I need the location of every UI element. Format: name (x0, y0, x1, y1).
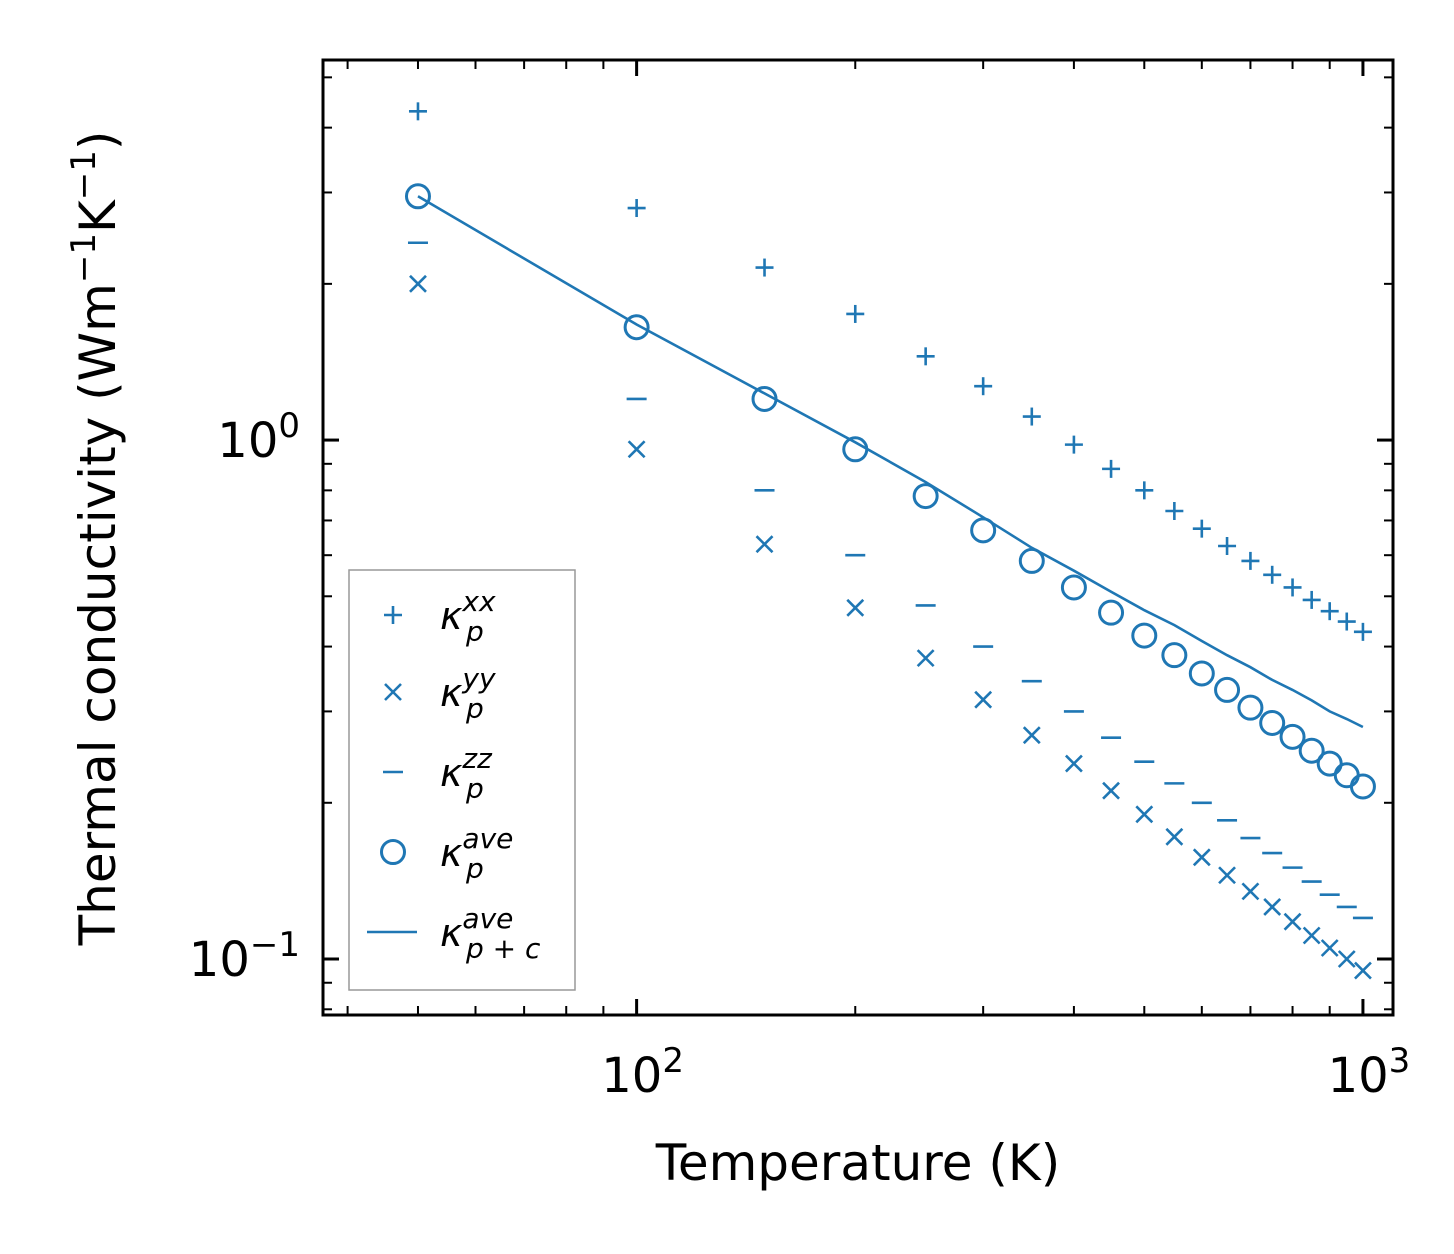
y-label-mid: K (69, 199, 127, 233)
data-point (846, 304, 865, 323)
y-label-main: Thermal conductivity (Wm (69, 283, 127, 946)
data-point (1218, 866, 1236, 885)
legend-entries: κxx p κyy p κzz p κave p κave p + c (367, 585, 541, 965)
data-point (1333, 762, 1360, 789)
data-point (755, 535, 774, 554)
data-point (1241, 551, 1260, 570)
legend-entry-kappa_p_xx: κxx p (384, 585, 496, 648)
data-point (846, 598, 865, 617)
major-ticks (323, 60, 1393, 1015)
data-point (1298, 737, 1325, 764)
y-label-end: ) (69, 131, 127, 151)
legend-label: κave p + c (440, 902, 541, 965)
data-point (1349, 773, 1376, 800)
y-axis-label: Thermal conductivity (Wm−1K−1) (64, 131, 127, 947)
legend-label: κave p (440, 822, 513, 885)
data-point (1102, 781, 1120, 800)
data-point (1263, 565, 1282, 584)
data-point (1337, 612, 1356, 631)
data-point (974, 690, 993, 709)
data-point (755, 258, 774, 277)
data-point (1022, 407, 1041, 426)
x-axis-label: Temperature (K) (655, 1134, 1060, 1192)
data-point (1131, 622, 1158, 649)
data-point (974, 377, 993, 396)
data-point (408, 102, 427, 121)
legend-frame (348, 569, 576, 991)
x-tick-label: 103 (1328, 1041, 1411, 1104)
data-point (409, 274, 427, 293)
data-point (627, 199, 646, 218)
legend-label: κyy p (440, 662, 496, 725)
data-point (1135, 805, 1154, 824)
series-kappa_p_xx (408, 102, 1372, 641)
series-line (417, 195, 1364, 729)
data-point (1064, 435, 1083, 454)
data-point (1165, 501, 1184, 520)
plot-frame (321, 58, 1395, 1017)
data-point (1218, 536, 1237, 555)
data-point (1237, 694, 1264, 721)
data-point (1135, 481, 1154, 500)
data-point (1102, 459, 1121, 478)
data-point (916, 347, 935, 366)
data-point (1283, 912, 1302, 931)
data-point (1192, 519, 1211, 538)
data-point (1354, 961, 1372, 980)
data-point (970, 517, 997, 544)
data-point (1022, 726, 1041, 745)
data-point (1098, 599, 1125, 626)
data-point (1353, 622, 1372, 641)
data-point (1302, 590, 1321, 609)
data-point (1188, 660, 1215, 687)
legend-entry-kappa_p_yy: κyy p (384, 662, 496, 725)
data-point (1316, 750, 1343, 777)
legend-marker (384, 683, 402, 701)
series-kappa_p_zz (407, 241, 1373, 920)
legend-entry-kappa_pc_ave: κave p + c (367, 902, 541, 965)
data-point (1060, 574, 1087, 601)
data-point (1279, 723, 1306, 750)
x-tick-label: 102 (601, 1041, 684, 1104)
data-point (912, 483, 939, 510)
data-point (627, 440, 646, 459)
series-kappa_p_ave (404, 183, 1376, 800)
data-point (1283, 578, 1302, 597)
legend-label: κxx p (440, 585, 496, 648)
tick-labels: 102 103 100 10−1 (189, 406, 1410, 1104)
data-point (623, 314, 650, 341)
series-kappa_pc_ave (417, 195, 1364, 729)
series-layer (404, 102, 1376, 980)
legend-marker (380, 839, 406, 865)
legend-entry-kappa_p_zz: κzz p (383, 742, 493, 805)
y-label-sup1: −1 (64, 233, 104, 283)
data-point (1259, 709, 1286, 736)
data-point (1320, 939, 1339, 957)
data-point (916, 649, 935, 668)
y-label-sup2: −1 (64, 150, 104, 200)
data-point (1214, 676, 1241, 703)
data-point (1018, 547, 1045, 574)
data-point (1165, 827, 1184, 846)
data-point (1064, 754, 1083, 773)
data-point (1337, 950, 1356, 968)
legend: κxx p κyy p κzz p κave p κave p + c (348, 569, 576, 991)
data-point (1302, 926, 1321, 945)
data-point (1241, 882, 1260, 901)
y-tick-label: 100 (217, 406, 300, 469)
data-point (1320, 602, 1339, 621)
legend-marker (384, 606, 402, 624)
y-tick-label: 10−1 (189, 925, 300, 988)
data-point (404, 183, 431, 210)
series-kappa_p_yy (409, 274, 1372, 980)
data-point (1263, 897, 1282, 916)
data-point (1161, 642, 1188, 669)
legend-entry-kappa_p_ave: κave p (380, 822, 513, 885)
legend-label: κzz p (440, 742, 493, 805)
data-point (1192, 848, 1211, 867)
